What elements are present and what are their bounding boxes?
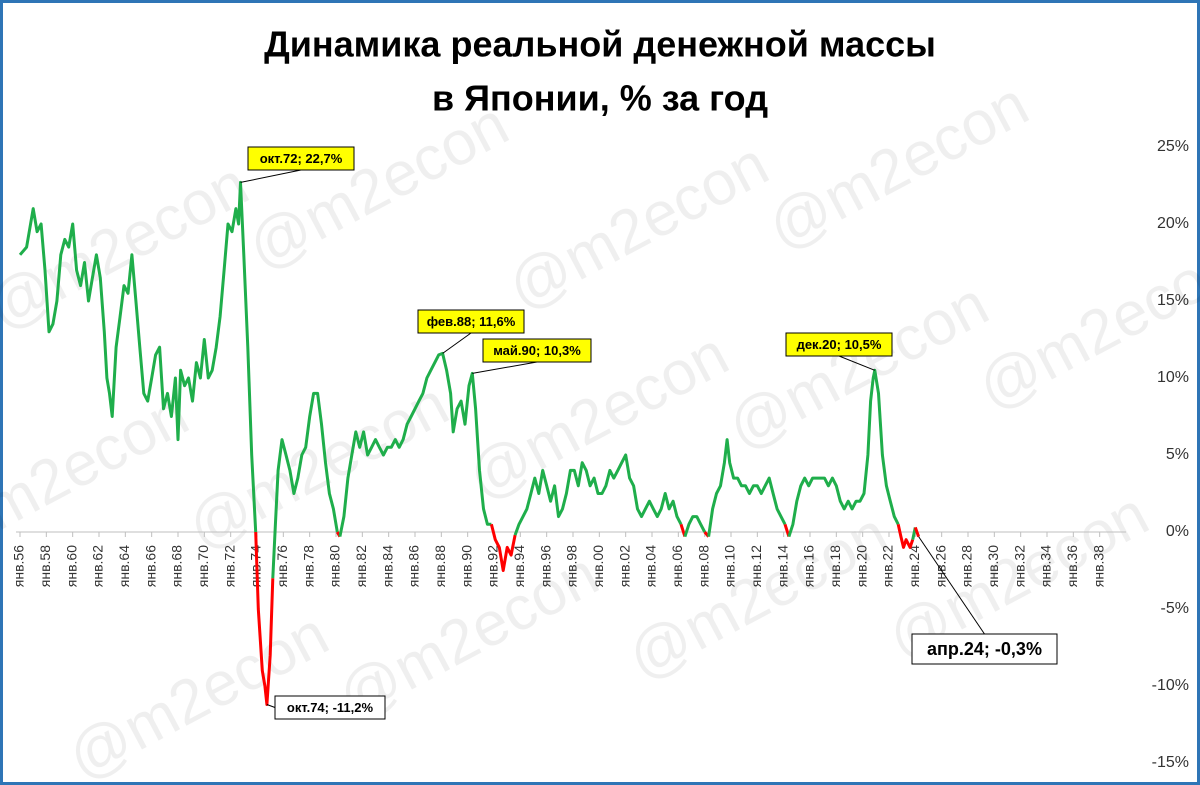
x-tick-label: янв.32	[1011, 545, 1027, 587]
y-tick-label: -15%	[1152, 754, 1189, 771]
y-tick-label: -10%	[1152, 677, 1189, 694]
callout-label: май.90; 10,3%	[493, 343, 581, 358]
data-line	[254, 531, 275, 706]
callout-box	[247, 146, 355, 171]
x-tick-label: янв.06	[669, 545, 685, 587]
callout-box	[417, 309, 525, 334]
x-tick-label: янв.92	[485, 545, 501, 587]
data-line	[896, 523, 915, 549]
y-tick-label: 10%	[1157, 369, 1189, 386]
x-tick-label: янв.62	[90, 545, 106, 587]
x-tick-label: янв.02	[616, 545, 632, 587]
x-tick-label: янв.16	[801, 545, 817, 587]
x-tick-label: янв.18	[827, 545, 843, 587]
callout-pointer	[472, 361, 538, 374]
y-tick-label: 0%	[1166, 523, 1189, 540]
x-tick-label: янв.08	[695, 545, 711, 587]
callout-pointer	[838, 355, 875, 371]
chart-title: Динамика реальной денежной массы	[264, 24, 936, 65]
x-tick-label: янв.30	[985, 545, 1001, 587]
x-tick-label: янв.66	[142, 545, 158, 587]
y-tick-label: 5%	[1166, 446, 1189, 463]
x-tick-label: янв.72	[221, 545, 237, 587]
x-tick-label: янв.20	[853, 545, 869, 587]
callout-label: окт.74; -11,2%	[287, 700, 374, 715]
x-tick-label: янв.14	[774, 545, 790, 587]
y-tick-label: -5%	[1161, 600, 1189, 617]
x-tick-label: янв.78	[300, 545, 316, 587]
y-tick-label: 20%	[1157, 215, 1189, 232]
x-tick-label: янв.68	[169, 545, 185, 587]
x-tick-label: янв.88	[432, 545, 448, 587]
x-tick-label: янв.00	[590, 545, 606, 587]
data-line	[913, 526, 921, 538]
data-line	[489, 523, 517, 572]
x-tick-label: янв.56	[11, 545, 27, 587]
x-tick-label: янв.38	[1090, 545, 1106, 587]
data-line	[787, 368, 900, 538]
data-line	[18, 180, 258, 533]
data-line	[513, 453, 683, 536]
callout-label: дек.20; 10,5%	[797, 337, 882, 352]
x-tick-label: янв.60	[63, 545, 79, 587]
x-tick-label: янв.94	[511, 545, 527, 587]
x-tick-label: янв.90	[458, 545, 474, 587]
x-tick-label: янв.86	[406, 545, 422, 587]
x-tick-label: янв.22	[880, 545, 896, 587]
x-tick-label: янв.34	[1038, 545, 1054, 587]
y-tick-label: 25%	[1157, 138, 1189, 155]
callout-box	[482, 338, 592, 363]
callout-box	[911, 633, 1058, 665]
x-tick-label: янв.36	[1064, 545, 1080, 587]
x-tick-label: янв.04	[643, 545, 659, 587]
x-tick-label: янв.58	[37, 545, 53, 587]
callout-pointer	[266, 704, 276, 708]
data-line	[683, 515, 707, 538]
callout-box	[274, 695, 386, 720]
x-tick-label: янв.10	[722, 545, 738, 587]
callout-box	[785, 332, 893, 357]
callout-pointer	[918, 536, 985, 635]
x-tick-label: янв.96	[537, 545, 553, 587]
chart-title: в Японии, % за год	[432, 78, 768, 119]
callout-label: фев.88; 11,6%	[427, 314, 516, 329]
callout-label: окт.72; 22,7%	[260, 151, 343, 166]
x-tick-label: янв.84	[379, 545, 395, 587]
callout-label: апр.24; -0,3%	[927, 639, 1042, 659]
y-tick-label: 15%	[1157, 292, 1189, 309]
x-tick-label: янв.26	[932, 545, 948, 587]
x-tick-label: янв.64	[116, 545, 132, 587]
x-tick-label: янв.76	[274, 545, 290, 587]
x-tick-label: янв.80	[327, 545, 343, 587]
data-line	[271, 391, 339, 579]
x-tick-label: янв.98	[564, 545, 580, 587]
x-tick-label: янв.28	[959, 545, 975, 587]
x-tick-label: янв.24	[906, 545, 922, 587]
x-tick-label: янв.70	[195, 545, 211, 587]
data-line	[707, 438, 787, 537]
x-tick-label: янв.82	[353, 545, 369, 587]
callout-pointer	[240, 169, 302, 183]
x-tick-label: янв.12	[748, 545, 764, 587]
data-line	[338, 351, 492, 537]
callout-pointer	[442, 332, 472, 354]
